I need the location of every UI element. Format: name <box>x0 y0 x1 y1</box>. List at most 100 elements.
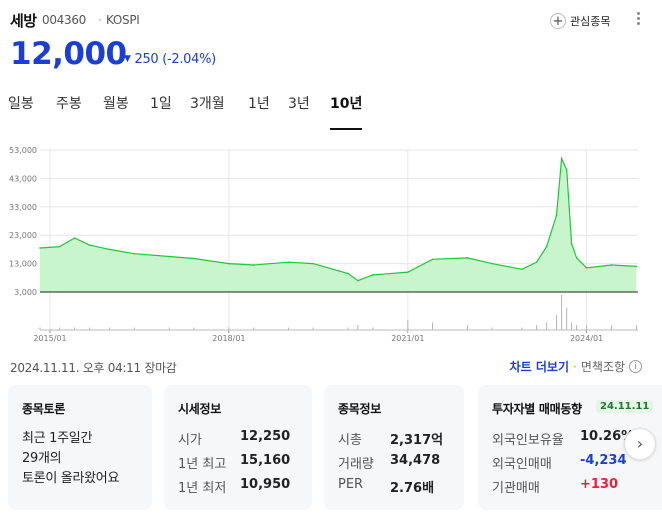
volume-bar <box>635 325 637 330</box>
row-value: +130 <box>580 477 619 492</box>
price-point <box>407 271 409 273</box>
price-point <box>347 272 349 275</box>
volume-bar <box>546 322 548 330</box>
forum-line: 토론이 올라왔어요 <box>22 471 120 486</box>
price-point <box>545 245 548 248</box>
tab-monthly[interactable]: 월봉 <box>103 96 129 112</box>
volume-bar <box>287 327 289 330</box>
stock-code: 004360 <box>42 13 87 27</box>
row-value: 2.76배 <box>390 481 435 496</box>
row-value: -4,234 <box>580 453 627 468</box>
market-close-timestamp: 2024.11.11. 오후 04:11 장마감 <box>10 361 177 375</box>
price-point <box>228 262 230 265</box>
row-label: 거래량 <box>338 457 374 472</box>
volume-bar <box>39 327 41 330</box>
separator-dot: · <box>573 359 577 374</box>
chart-links: 차트 더보기 · 면책조항 i <box>510 358 642 375</box>
row-label: 1년 최저 <box>178 481 227 496</box>
volume-bar <box>347 327 349 330</box>
volume-bar <box>193 327 195 330</box>
y-tick-label: 3,000 <box>14 288 37 297</box>
volume-bar <box>59 327 61 330</box>
x-tick-label: 2021/01 <box>391 334 424 343</box>
price-point <box>287 261 290 263</box>
quote-card[interactable]: 시세정보 시가 12,250 1년 최고 15,160 1년 최저 10,950 <box>164 385 312 510</box>
x-tick-label: 2018/01 <box>212 334 245 343</box>
y-tick-label: 13,000 <box>9 260 37 269</box>
tab-1day[interactable]: 1일 <box>150 96 172 112</box>
price-chart[interactable]: 53,000 43,000 33,000 23,000 13,000 3,000 2015/… <box>0 140 662 350</box>
price-point <box>58 245 61 248</box>
watchlist-button[interactable]: + 관심종목 <box>550 11 610 31</box>
date-badge: 24.11.11 <box>596 400 654 413</box>
volume-bar <box>133 327 135 330</box>
price-point <box>88 244 91 246</box>
next-arrow-button[interactable]: › <box>624 428 656 460</box>
row-value: 12,250 <box>240 429 291 444</box>
tab-weekly[interactable]: 주봉 <box>56 96 82 112</box>
price-change-value: 250 (-2.04%) <box>134 52 216 67</box>
price-point <box>521 268 523 271</box>
forum-card[interactable]: 종목토론 최근 1주일간 29개의 토론이 올라왔어요 <box>8 385 152 510</box>
chart-more-link[interactable]: 차트 더보기 <box>509 360 569 374</box>
price-point <box>133 252 136 255</box>
price-point <box>635 265 638 268</box>
volume-bar <box>372 327 374 330</box>
price-point <box>39 247 41 249</box>
volume-bar <box>109 327 111 330</box>
volume-bar <box>491 327 493 330</box>
price-point <box>560 157 563 160</box>
price-point <box>108 248 111 251</box>
investor-card-title: 투자자별 매매동향 <box>492 402 582 416</box>
tab-3years[interactable]: 3년 <box>288 96 310 112</box>
market-name: KOSPI <box>106 13 140 27</box>
period-tabs: 일봉 주봉 월봉 1일 3개월 1년 3년 10년 <box>8 93 368 130</box>
price-point <box>570 242 573 245</box>
row-label: 시가 <box>178 433 202 448</box>
row-label: 외국인매매 <box>492 457 552 472</box>
disclaimer-link[interactable]: 면책조항 <box>580 360 625 374</box>
investor-row-foreign-trade: 외국인매매 -4,234 <box>492 453 627 472</box>
stock-info-card[interactable]: 종목정보 시총 2,317억 거래량 34,478 PER 2.76배 <box>324 385 464 510</box>
down-arrow-icon: ▼ <box>124 54 131 64</box>
info-row-marketcap: 시총 2,317억 <box>338 429 443 448</box>
price-point <box>168 255 171 258</box>
forum-summary: 최근 1주일간 29개의 토론이 올라왔어요 <box>22 429 119 489</box>
tab-daily[interactable]: 일봉 <box>8 96 34 112</box>
watchlist-label: 관심종목 <box>570 15 611 28</box>
investor-card[interactable]: 투자자별 매매동향 24.11.11 외국인보유율 10.26% 외국인매매 -4,… <box>478 385 662 510</box>
x-tick-label: 2015/01 <box>33 334 66 343</box>
price-point <box>565 169 568 171</box>
volume-bar <box>556 315 558 330</box>
price-point <box>535 261 538 263</box>
price-point <box>575 257 578 259</box>
more-menu-icon[interactable] <box>634 10 642 30</box>
stock-info-card-title: 종목정보 <box>338 402 381 416</box>
tab-3months[interactable]: 3개월 <box>190 96 225 112</box>
row-value: 10.26% <box>580 429 635 444</box>
row-label: PER <box>338 477 364 492</box>
volume-bar <box>74 327 76 330</box>
volume-bar <box>586 325 588 330</box>
volume-bar <box>561 295 563 330</box>
row-value: 2,317억 <box>390 433 444 448</box>
quote-row-open: 시가 12,250 <box>178 429 290 448</box>
volume-bar <box>566 307 568 330</box>
volume-bar <box>407 320 409 330</box>
volume-bar <box>168 327 170 330</box>
plus-icon: + <box>550 13 566 29</box>
quote-row-high: 1년 최고 15,160 <box>178 453 290 472</box>
volume-bar <box>536 325 538 330</box>
volume-bar <box>253 327 255 330</box>
volume-bar <box>357 325 359 330</box>
row-value: 10,950 <box>240 477 291 492</box>
forum-card-title: 종목토론 <box>22 402 65 416</box>
row-label: 1년 최고 <box>178 457 227 472</box>
tab-1year[interactable]: 1년 <box>248 96 270 112</box>
investor-row-foreign-holding: 외국인보유율 10.26% <box>492 429 634 448</box>
tab-10years[interactable]: 10년 <box>330 93 363 130</box>
row-label: 외국인보유율 <box>492 433 564 448</box>
price-point <box>585 267 588 269</box>
price-point <box>312 262 314 265</box>
info-icon[interactable]: i <box>629 360 642 373</box>
